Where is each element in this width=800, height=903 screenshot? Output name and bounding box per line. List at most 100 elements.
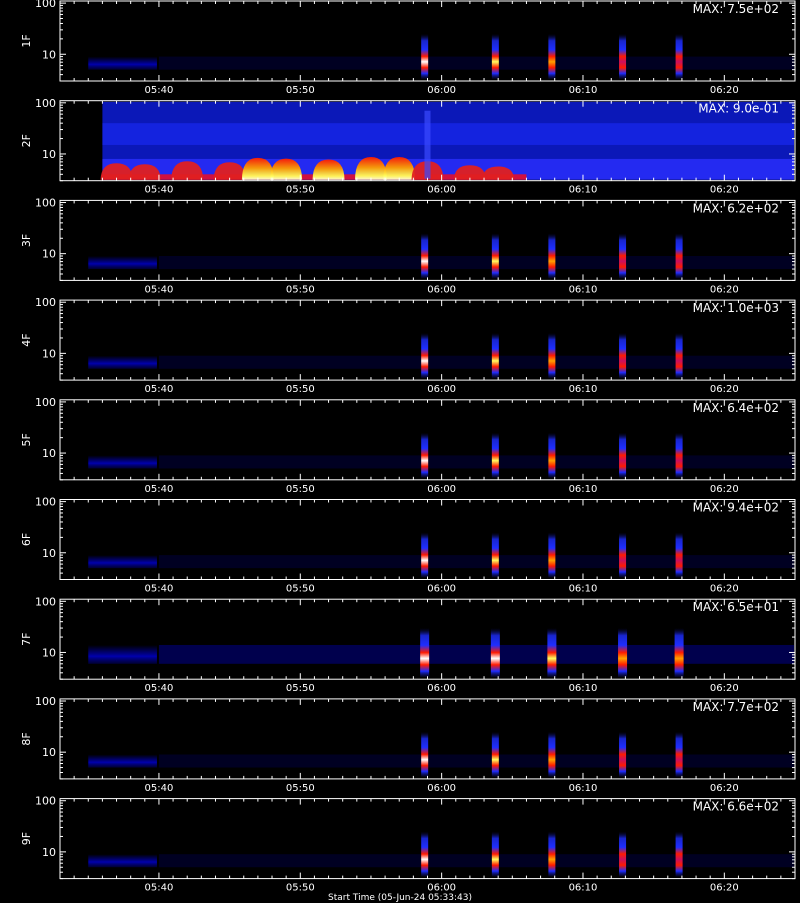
burst-0613: [619, 233, 627, 279]
panel-label: 3F: [20, 234, 33, 247]
y-tick-label: 10: [42, 646, 56, 659]
burst-0559: [421, 333, 429, 378]
panel-label: 5F: [20, 433, 33, 446]
early-signal-band: [88, 644, 157, 664]
burst-0617: [675, 731, 683, 777]
y-tick-label: 100: [35, 496, 56, 509]
y-tick-label: 10: [42, 846, 56, 859]
background-band: [158, 854, 794, 868]
background-band: [158, 255, 794, 270]
x-tick-label: 06:20: [710, 783, 739, 794]
y-tick-label: 100: [35, 795, 56, 808]
x-tick-label: 05:40: [145, 185, 174, 196]
x-tick-label: 06:00: [427, 683, 456, 694]
x-tick-label: 05:50: [286, 185, 315, 196]
x-axis-title: Start Time (05-Jun-24 05:33:43): [328, 893, 472, 903]
burst-0608: [548, 432, 556, 478]
panel-8F: 10 100 05:40 05:50 06:00 06:10 06:20 8F MAX: 7.7…: [20, 695, 796, 794]
burst-0559: [421, 432, 429, 478]
y-tick-label: 10: [42, 148, 56, 161]
x-tick-label: 05:50: [286, 284, 315, 295]
panel-4F: 10 100 05:40 05:50 06:00 06:10 06:20 4F MAX: 1.0…: [20, 296, 796, 395]
panel-label: 8F: [20, 732, 33, 745]
max-value-label: MAX: 9.0e-01: [698, 102, 779, 116]
panel-5F: 10 100 05:40 05:50 06:00 06:10 06:20 5F MAX: 6.4…: [20, 396, 796, 495]
early-signal-band: [88, 754, 157, 768]
y-tick-label: 10: [42, 447, 56, 460]
burst-0559: [421, 831, 429, 877]
burst-0559: [421, 731, 429, 777]
x-tick-label: 06:20: [710, 683, 739, 694]
burst-0608: [548, 233, 556, 279]
panel-7F: 10 100 05:40 05:50 06:00 06:10 06:20 7F MAX: 6.5…: [20, 595, 796, 694]
noise-hump: [453, 165, 486, 180]
x-tick-label: 05:50: [286, 584, 315, 595]
burst-0617: [675, 33, 683, 79]
burst-0604: [491, 831, 499, 877]
panel-label: 4F: [20, 333, 33, 346]
burst-0617: [675, 532, 683, 578]
x-tick-label: 06:10: [569, 484, 598, 495]
noise-hump: [355, 157, 387, 180]
x-tick-label: 06:00: [427, 384, 456, 395]
max-value-label: MAX: 6.2e+02: [693, 201, 779, 215]
x-tick-label: 05:40: [145, 783, 174, 794]
y-tick-label: 10: [42, 547, 56, 560]
noise-hump: [100, 163, 133, 180]
burst-0608: [548, 731, 556, 777]
max-value-label: MAX: 1.0e+03: [693, 301, 779, 315]
panel-1F: 10 100 05:40 05:50 06:00 06:10 06:20 1F MAX: 7.5…: [20, 0, 796, 96]
x-tick-label: 06:10: [569, 783, 598, 794]
panel-label: 1F: [20, 34, 33, 47]
x-tick-label: 05:40: [145, 683, 174, 694]
x-tick-label: 06:10: [569, 384, 598, 395]
panel-3F: 10 100 05:40 05:50 06:00 06:10 06:20 3F MAX: 6.2…: [20, 197, 796, 295]
x-tick-label: 06:10: [569, 284, 598, 295]
panel-9F: 10 100 05:40 05:50 06:00 06:10 06:20 9F MAX: 6.6…: [20, 795, 796, 894]
background-band: [158, 754, 794, 768]
burst-0604: [491, 731, 499, 777]
x-tick-label: 05:40: [145, 584, 174, 595]
burst-0604: [491, 432, 499, 478]
x-tick-label: 05:50: [286, 484, 315, 495]
y-tick-label: 10: [42, 48, 56, 61]
max-value-label: MAX: 6.4e+02: [693, 401, 779, 415]
early-signal-band: [88, 355, 157, 369]
x-tick-label: 06:10: [569, 185, 598, 196]
background-band: [158, 644, 794, 664]
x-tick-label: 06:10: [569, 883, 598, 894]
x-tick-label: 06:00: [427, 783, 456, 794]
x-tick-label: 06:00: [427, 185, 456, 196]
x-tick-label: 06:20: [710, 384, 739, 395]
y-tick-label: 10: [42, 746, 56, 759]
burst-0604: [491, 233, 499, 279]
x-tick-label: 06:20: [710, 85, 739, 96]
y-tick-label: 100: [35, 595, 56, 608]
x-tick-label: 05:40: [145, 85, 174, 96]
x-tick-label: 05:50: [286, 783, 315, 794]
y-tick-label: 100: [35, 396, 56, 409]
panel-label: 7F: [20, 633, 33, 646]
burst-stripe: [424, 110, 431, 179]
panel-label: 6F: [20, 533, 33, 546]
x-tick-label: 06:00: [427, 484, 456, 495]
burst-0608: [548, 333, 556, 378]
x-tick-label: 06:00: [427, 284, 456, 295]
panel-2F: 10 100 05:40 05:50 06:00 06:10 06:20 2F MAX: 9.0…: [20, 97, 796, 196]
burst-0613: [618, 628, 628, 678]
burst-0559: [421, 33, 429, 79]
early-signal-band: [88, 56, 157, 70]
max-value-label: MAX: 7.5e+02: [693, 2, 779, 16]
noise-hump: [128, 164, 161, 180]
y-tick-label: 100: [35, 695, 56, 708]
x-tick-label: 06:20: [710, 584, 739, 595]
early-signal-band: [88, 255, 157, 270]
x-tick-label: 05:40: [145, 384, 174, 395]
x-tick-label: 05:40: [145, 284, 174, 295]
panel-label: 2F: [20, 134, 33, 147]
x-tick-label: 06:00: [427, 584, 456, 595]
x-tick-label: 06:10: [569, 85, 598, 96]
noise-hump: [312, 159, 345, 180]
noise-hump: [213, 162, 246, 180]
